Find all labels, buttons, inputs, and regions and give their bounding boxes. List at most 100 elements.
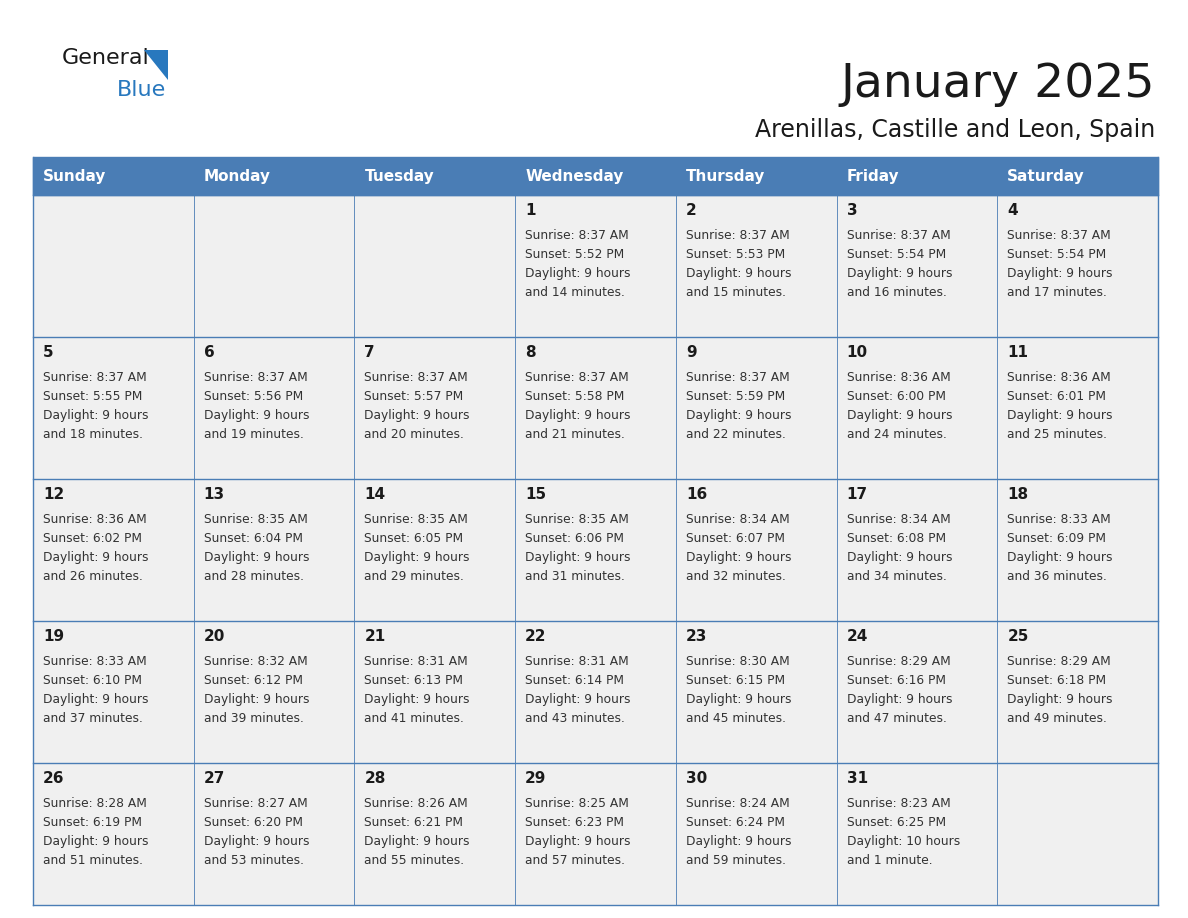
Text: Sunset: 6:23 PM: Sunset: 6:23 PM <box>525 816 624 829</box>
Text: Sunrise: 8:24 AM: Sunrise: 8:24 AM <box>685 797 790 810</box>
Bar <box>516 337 676 479</box>
Text: 24: 24 <box>847 629 868 644</box>
Text: and 59 minutes.: and 59 minutes. <box>685 854 785 867</box>
Text: Sunrise: 8:33 AM: Sunrise: 8:33 AM <box>1007 513 1111 526</box>
Text: and 57 minutes.: and 57 minutes. <box>525 854 625 867</box>
Text: Sunrise: 8:35 AM: Sunrise: 8:35 AM <box>365 513 468 526</box>
Text: Sunset: 6:24 PM: Sunset: 6:24 PM <box>685 816 785 829</box>
Text: and 19 minutes.: and 19 minutes. <box>203 428 304 441</box>
Text: January 2025: January 2025 <box>840 62 1155 107</box>
Bar <box>354 479 516 621</box>
Text: Tuesday: Tuesday <box>365 169 434 184</box>
Text: Sunset: 5:54 PM: Sunset: 5:54 PM <box>1007 248 1106 261</box>
Text: Daylight: 9 hours: Daylight: 9 hours <box>847 551 952 564</box>
Text: 9: 9 <box>685 345 696 360</box>
Bar <box>676 157 836 195</box>
Text: 6: 6 <box>203 345 215 360</box>
Text: Sunrise: 8:36 AM: Sunrise: 8:36 AM <box>43 513 147 526</box>
Bar <box>836 479 997 621</box>
Text: Daylight: 9 hours: Daylight: 9 hours <box>43 693 148 706</box>
Text: 4: 4 <box>1007 203 1018 218</box>
Text: Daylight: 9 hours: Daylight: 9 hours <box>685 551 791 564</box>
Bar <box>194 763 354 905</box>
Text: Sunset: 5:54 PM: Sunset: 5:54 PM <box>847 248 946 261</box>
Text: and 25 minutes.: and 25 minutes. <box>1007 428 1107 441</box>
Text: 11: 11 <box>1007 345 1029 360</box>
Text: Daylight: 9 hours: Daylight: 9 hours <box>365 693 470 706</box>
Text: Sunrise: 8:31 AM: Sunrise: 8:31 AM <box>365 655 468 668</box>
Text: and 16 minutes.: and 16 minutes. <box>847 286 947 299</box>
Text: Daylight: 9 hours: Daylight: 9 hours <box>203 551 309 564</box>
Text: Sunrise: 8:37 AM: Sunrise: 8:37 AM <box>43 371 147 384</box>
Text: and 21 minutes.: and 21 minutes. <box>525 428 625 441</box>
Text: Sunset: 6:15 PM: Sunset: 6:15 PM <box>685 674 785 687</box>
Bar <box>33 157 1158 195</box>
Text: and 22 minutes.: and 22 minutes. <box>685 428 785 441</box>
Bar <box>997 195 1158 337</box>
Text: Sunset: 6:06 PM: Sunset: 6:06 PM <box>525 532 624 545</box>
Bar <box>997 337 1158 479</box>
Text: Daylight: 9 hours: Daylight: 9 hours <box>685 835 791 848</box>
Bar <box>33 763 194 905</box>
Text: 25: 25 <box>1007 629 1029 644</box>
Text: and 32 minutes.: and 32 minutes. <box>685 570 785 583</box>
Text: Sunset: 6:25 PM: Sunset: 6:25 PM <box>847 816 946 829</box>
Bar <box>516 763 676 905</box>
Bar <box>33 195 194 337</box>
Text: Daylight: 9 hours: Daylight: 9 hours <box>1007 409 1113 422</box>
Text: Daylight: 9 hours: Daylight: 9 hours <box>43 551 148 564</box>
Text: and 39 minutes.: and 39 minutes. <box>203 712 304 725</box>
Bar <box>354 337 516 479</box>
Text: and 51 minutes.: and 51 minutes. <box>43 854 143 867</box>
Text: Sunrise: 8:33 AM: Sunrise: 8:33 AM <box>43 655 147 668</box>
Text: and 29 minutes.: and 29 minutes. <box>365 570 465 583</box>
Text: and 17 minutes.: and 17 minutes. <box>1007 286 1107 299</box>
Text: and 14 minutes.: and 14 minutes. <box>525 286 625 299</box>
Text: Sunrise: 8:34 AM: Sunrise: 8:34 AM <box>847 513 950 526</box>
Text: and 55 minutes.: and 55 minutes. <box>365 854 465 867</box>
Text: 27: 27 <box>203 771 225 786</box>
Text: Sunrise: 8:23 AM: Sunrise: 8:23 AM <box>847 797 950 810</box>
Text: Daylight: 9 hours: Daylight: 9 hours <box>365 409 470 422</box>
Text: Sunset: 6:07 PM: Sunset: 6:07 PM <box>685 532 785 545</box>
Text: 8: 8 <box>525 345 536 360</box>
Bar <box>516 195 676 337</box>
Bar <box>676 195 836 337</box>
Bar <box>33 157 194 195</box>
Text: Sunrise: 8:37 AM: Sunrise: 8:37 AM <box>525 371 628 384</box>
Text: 29: 29 <box>525 771 546 786</box>
Text: 2: 2 <box>685 203 696 218</box>
Text: 17: 17 <box>847 487 867 502</box>
Text: Sunset: 6:12 PM: Sunset: 6:12 PM <box>203 674 303 687</box>
Text: and 26 minutes.: and 26 minutes. <box>43 570 143 583</box>
Text: Daylight: 9 hours: Daylight: 9 hours <box>365 835 470 848</box>
Bar <box>516 479 676 621</box>
Text: Sunset: 6:05 PM: Sunset: 6:05 PM <box>365 532 463 545</box>
Text: and 1 minute.: and 1 minute. <box>847 854 933 867</box>
Text: and 36 minutes.: and 36 minutes. <box>1007 570 1107 583</box>
Text: Sunset: 6:02 PM: Sunset: 6:02 PM <box>43 532 143 545</box>
Text: 23: 23 <box>685 629 707 644</box>
Text: Daylight: 9 hours: Daylight: 9 hours <box>525 551 631 564</box>
Text: Daylight: 10 hours: Daylight: 10 hours <box>847 835 960 848</box>
Text: Sunset: 6:09 PM: Sunset: 6:09 PM <box>1007 532 1106 545</box>
Text: Sunset: 5:58 PM: Sunset: 5:58 PM <box>525 390 625 403</box>
Text: Sunset: 6:20 PM: Sunset: 6:20 PM <box>203 816 303 829</box>
Text: 15: 15 <box>525 487 546 502</box>
Text: Daylight: 9 hours: Daylight: 9 hours <box>365 551 470 564</box>
Bar <box>836 195 997 337</box>
Text: Sunrise: 8:32 AM: Sunrise: 8:32 AM <box>203 655 308 668</box>
Text: and 43 minutes.: and 43 minutes. <box>525 712 625 725</box>
Text: and 20 minutes.: and 20 minutes. <box>365 428 465 441</box>
Text: and 28 minutes.: and 28 minutes. <box>203 570 304 583</box>
Text: Daylight: 9 hours: Daylight: 9 hours <box>203 409 309 422</box>
Bar <box>997 479 1158 621</box>
Text: 10: 10 <box>847 345 867 360</box>
Text: Daylight: 9 hours: Daylight: 9 hours <box>685 267 791 280</box>
Text: 3: 3 <box>847 203 858 218</box>
Text: and 34 minutes.: and 34 minutes. <box>847 570 947 583</box>
Text: Sunset: 6:00 PM: Sunset: 6:00 PM <box>847 390 946 403</box>
Text: Sunrise: 8:30 AM: Sunrise: 8:30 AM <box>685 655 790 668</box>
Bar <box>836 157 997 195</box>
Text: and 37 minutes.: and 37 minutes. <box>43 712 143 725</box>
